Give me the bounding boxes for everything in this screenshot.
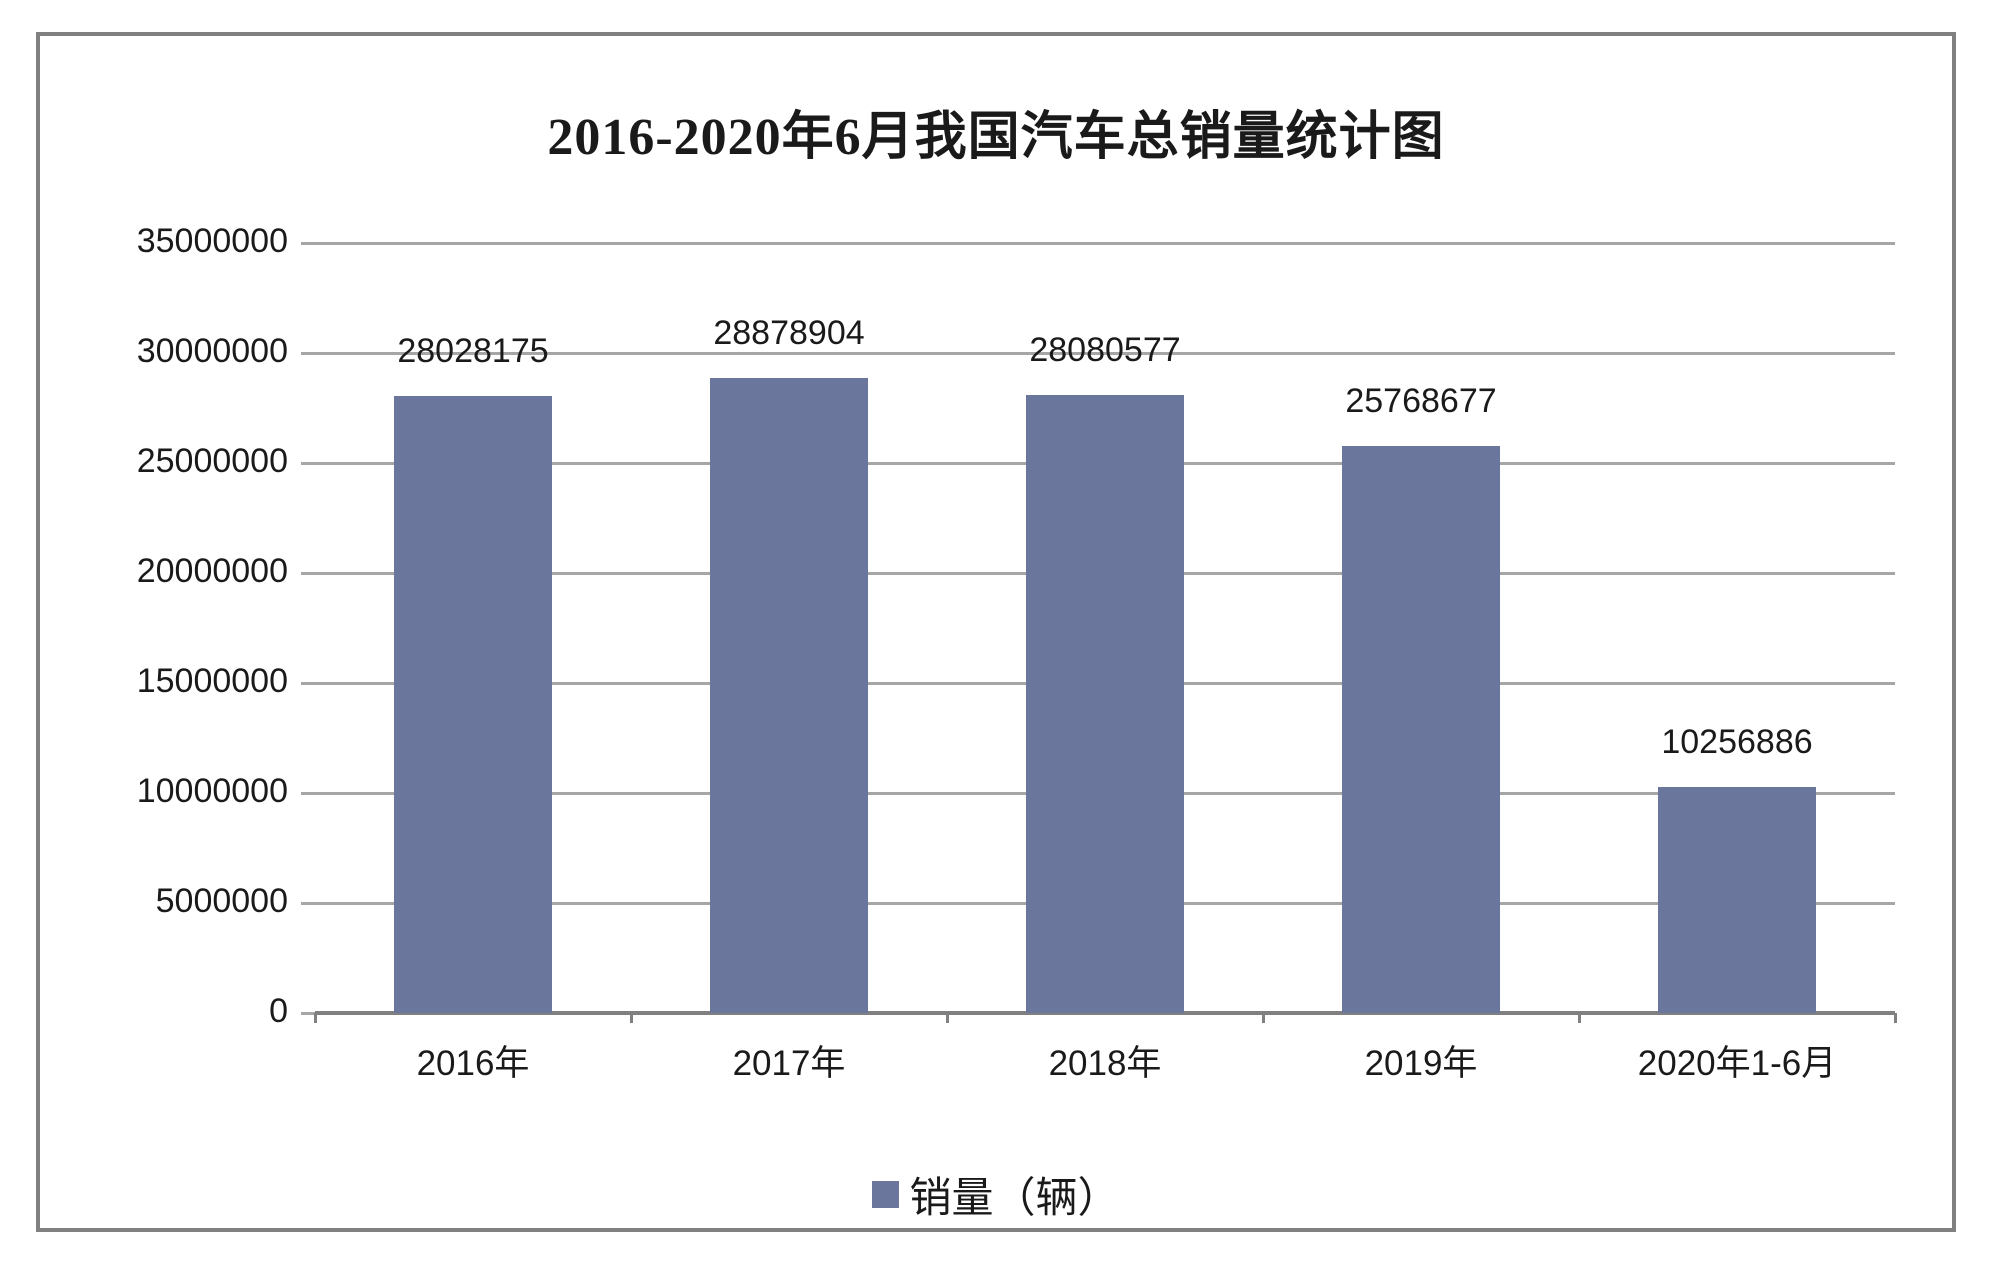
bar-2018年 xyxy=(1026,395,1184,1013)
x-axis-tick xyxy=(1578,1013,1581,1023)
bar-2016年 xyxy=(394,396,552,1013)
y-tick-label: 25000000 xyxy=(136,442,288,480)
bar-value-label: 10256886 xyxy=(1661,723,1813,761)
chart-frame: 2016-2020年6月我国汽车总销量统计图 0 5000000 10000000 1… xyxy=(36,32,1956,1232)
gridline xyxy=(315,352,1895,355)
x-category-label: 2017年 xyxy=(732,1044,846,1083)
chart-title: 2016-2020年6月我国汽车总销量统计图 xyxy=(547,109,1445,166)
plot-area: 28028175 28878904 28080577 25768677 10256886 xyxy=(315,242,1895,1015)
y-axis-tick xyxy=(301,462,315,465)
bar-value-label: 28878904 xyxy=(713,314,865,352)
bar-value-label: 25768677 xyxy=(1345,382,1497,420)
y-axis-label-layer: 0 5000000 10000000 15000000 20000000 25000000… xyxy=(40,36,288,1228)
legend: 销量（辆） xyxy=(40,1164,1952,1225)
y-tick-label: 30000000 xyxy=(136,332,288,370)
x-category-label: 2016年 xyxy=(416,1044,530,1083)
y-tick-label: 35000000 xyxy=(136,222,288,260)
y-axis-tick xyxy=(301,682,315,685)
y-tick-label: 15000000 xyxy=(136,662,288,700)
x-axis-tick xyxy=(946,1013,949,1023)
y-axis-tick xyxy=(301,572,315,575)
y-tick-label: 20000000 xyxy=(136,552,288,590)
gridline xyxy=(315,242,1895,245)
x-category-label: 2018年 xyxy=(1048,1044,1162,1083)
y-axis-tick xyxy=(301,792,315,795)
legend-label: 销量（辆） xyxy=(909,1174,1120,1221)
x-axis-tick xyxy=(1262,1013,1265,1023)
x-axis-line xyxy=(315,1011,1895,1015)
x-axis-tick xyxy=(1894,1013,1897,1023)
y-axis-tick xyxy=(301,242,315,245)
y-tick-label: 10000000 xyxy=(136,772,288,810)
bar-2020年1-6月 xyxy=(1658,787,1816,1013)
y-axis-tick xyxy=(301,1012,315,1015)
bar-2017年 xyxy=(710,378,868,1013)
x-category-label: 2020年1-6月 xyxy=(1637,1044,1837,1083)
y-axis-tick xyxy=(301,352,315,355)
bar-value-label: 28080577 xyxy=(1029,331,1181,369)
y-axis-tick xyxy=(301,902,315,905)
legend-swatch xyxy=(872,1181,900,1208)
x-axis-tick xyxy=(314,1013,317,1023)
y-tick-label: 5000000 xyxy=(155,882,288,920)
x-axis-tick xyxy=(630,1013,633,1023)
x-category-label: 2019年 xyxy=(1364,1044,1478,1083)
bar-value-label: 28028175 xyxy=(397,332,549,370)
y-tick-label: 0 xyxy=(269,992,288,1030)
bar-2019年 xyxy=(1342,446,1500,1013)
